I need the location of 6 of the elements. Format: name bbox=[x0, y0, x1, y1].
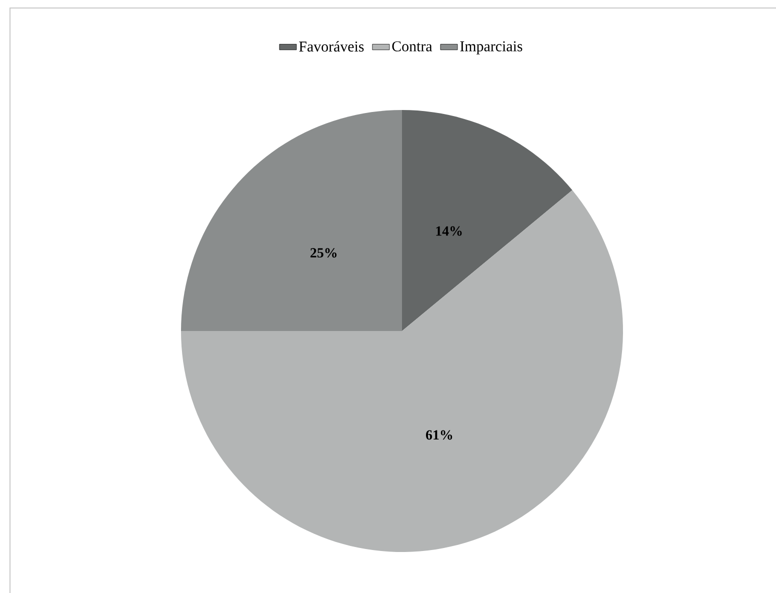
data-label: 14% bbox=[436, 226, 462, 236]
data-label: 25% bbox=[310, 248, 336, 258]
legend-label: Imparciais bbox=[460, 41, 522, 54]
legend-label: Favoráveis bbox=[299, 41, 364, 52]
data-label: 61% bbox=[426, 430, 452, 440]
legend-label: Contra bbox=[392, 41, 432, 52]
